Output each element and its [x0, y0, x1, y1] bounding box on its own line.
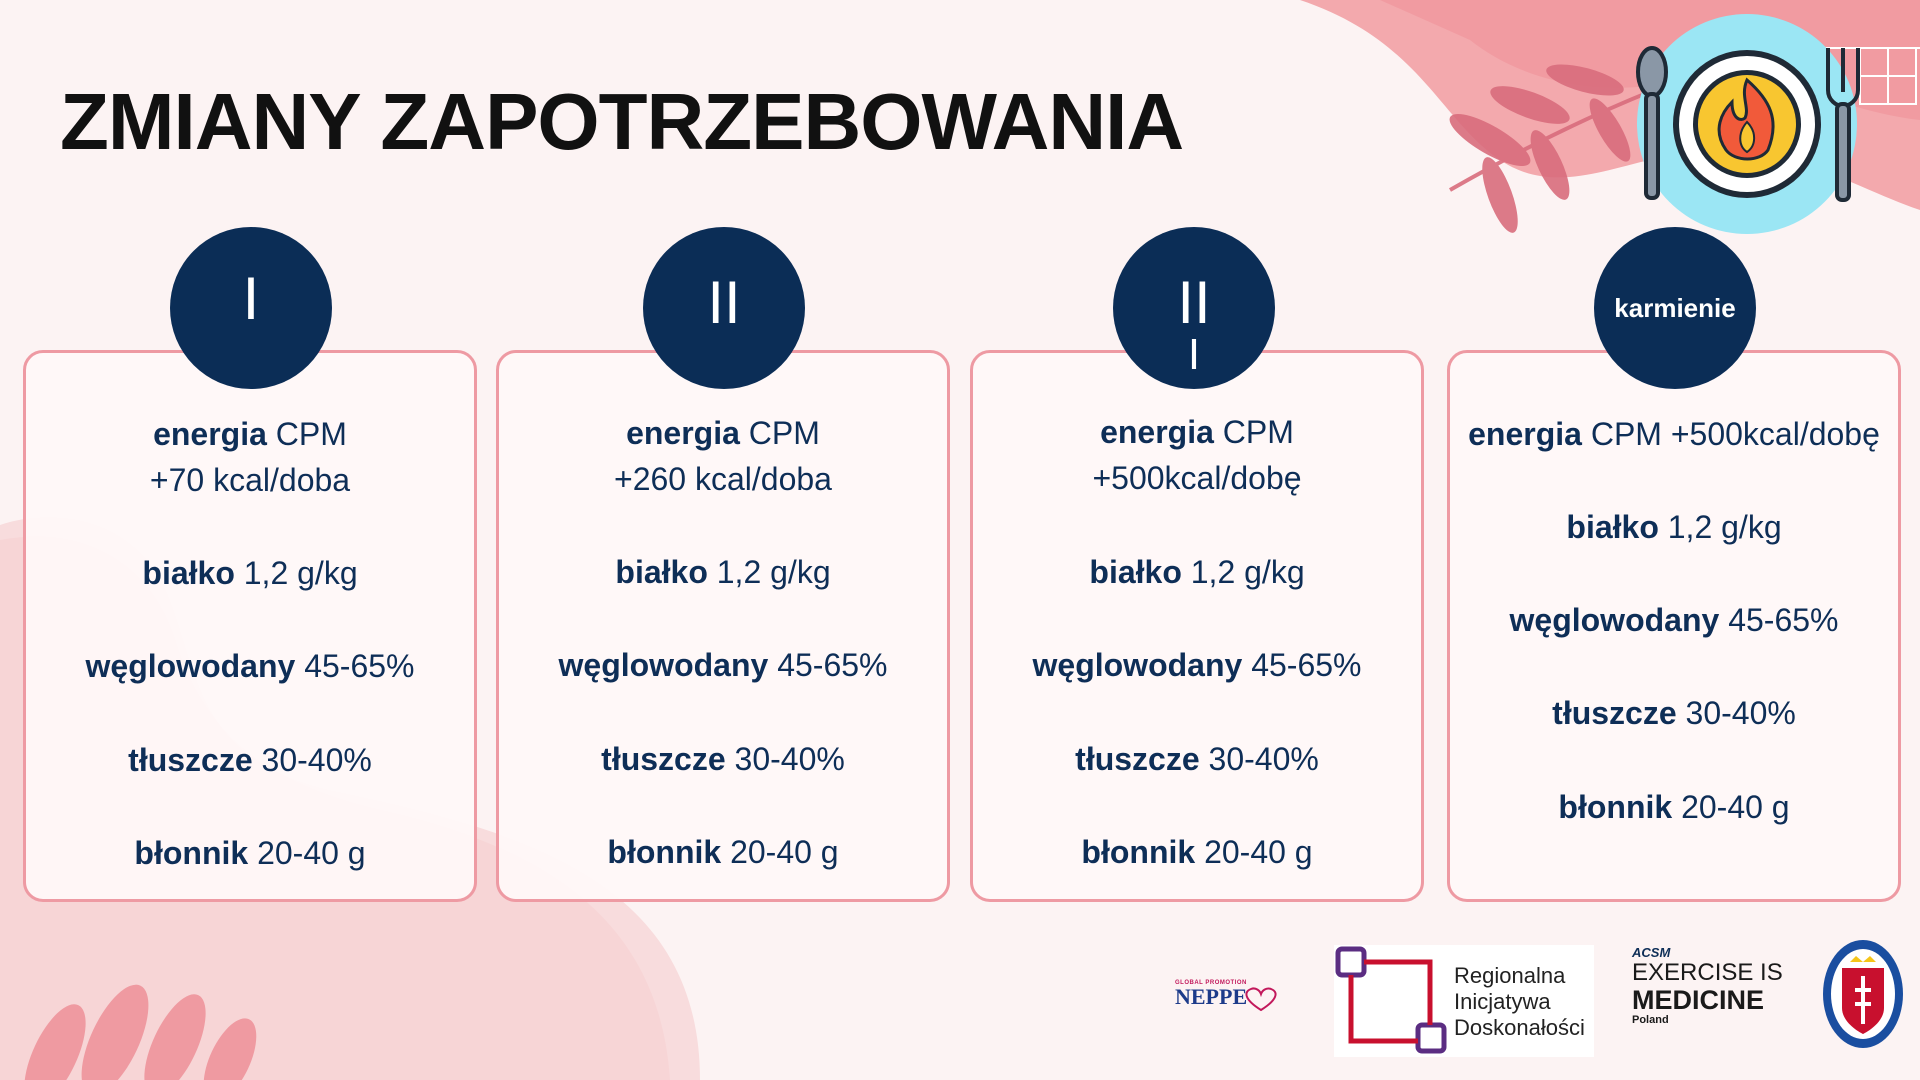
neppe-logo: GLOBAL PROMOTION NEPPE — [1175, 980, 1285, 1020]
badge-breastfeeding: karmienie — [1594, 227, 1756, 389]
rid-mark-icon — [1335, 946, 1447, 1054]
fork-icon — [1826, 48, 1860, 202]
plate-fire-icon — [1637, 14, 1857, 234]
bottom-left-leaves — [24, 984, 257, 1080]
rid-logo: Regionalna Inicjatywa Doskonałości — [1334, 945, 1594, 1057]
exercise-is-medicine-logo: ACSM EXERCISE IS MEDICINE Poland — [1632, 945, 1783, 1026]
spoon-icon — [1636, 46, 1668, 200]
badge-trimester-3: II I — [1113, 227, 1275, 389]
card-breastfeeding: energia CPM +500kcal/dobę białko 1,2 g/k… — [1447, 350, 1901, 902]
badge-trimester-2: II — [643, 227, 805, 389]
page-title: ZMIANY ZAPOTRZEBOWANIA — [60, 77, 1184, 166]
leaf-branch-icon — [1449, 64, 1681, 233]
card-trimester-3: energia CPM +500kcal/dobę białko 1,2 g/k… — [970, 350, 1424, 902]
badge-trimester-1: I — [170, 227, 332, 389]
card-trimester-1: energia CPM +70 kcal/doba białko 1,2 g/k… — [23, 350, 477, 902]
awfis-crest-logo — [1823, 940, 1903, 1048]
card-trimester-2: energia CPM +260 kcal/doba białko 1,2 g/… — [496, 350, 950, 902]
heart-icon — [1245, 987, 1277, 1012]
